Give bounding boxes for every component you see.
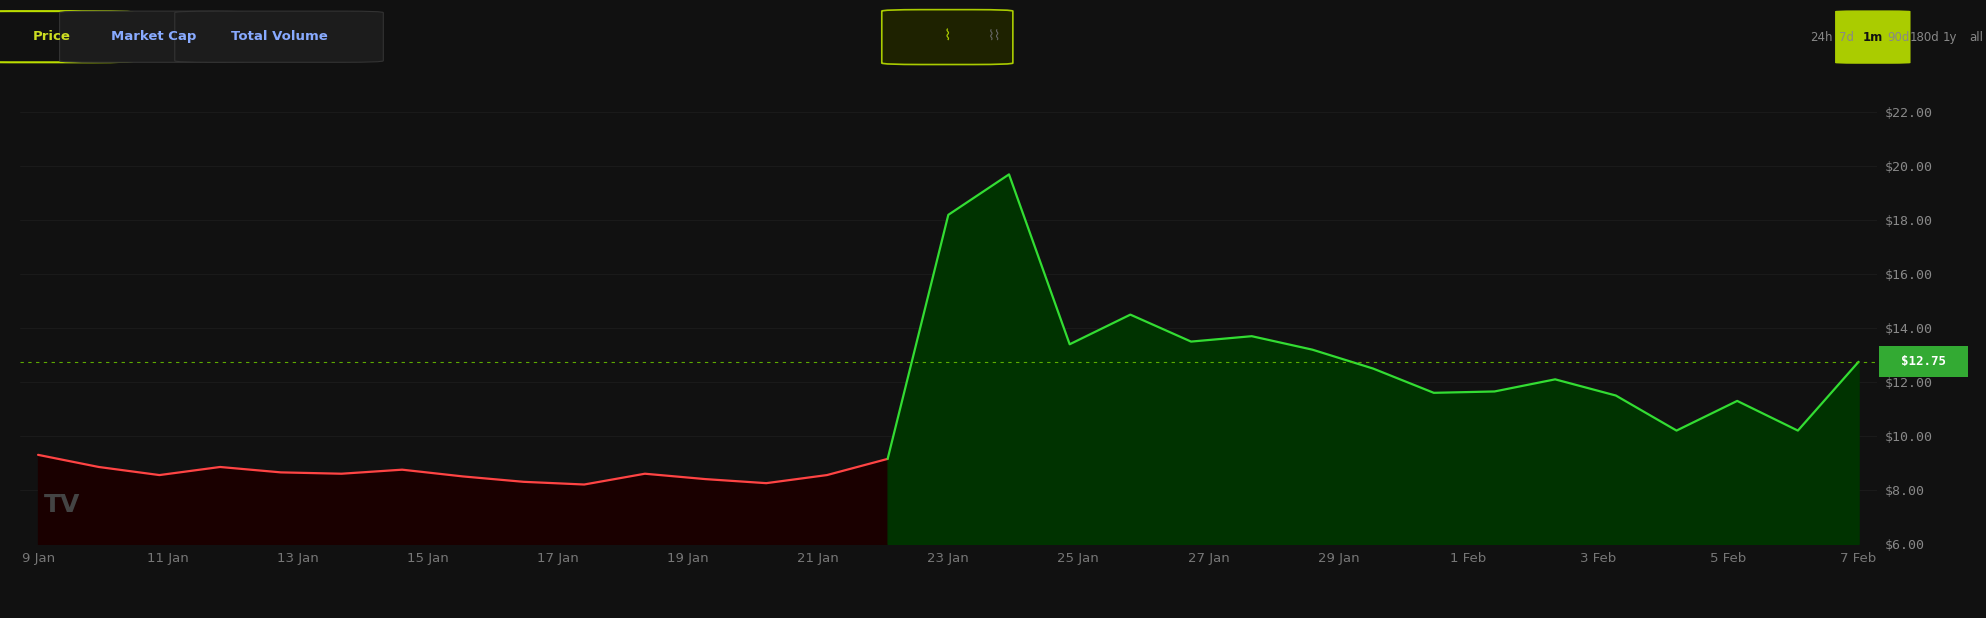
Text: Market Cap: Market Cap [111, 30, 197, 43]
Text: Total Volume: Total Volume [230, 30, 328, 43]
Text: 1y: 1y [1942, 30, 1958, 44]
FancyBboxPatch shape [175, 11, 383, 62]
Text: TV: TV [44, 493, 79, 517]
Text: 90d: 90d [1887, 30, 1911, 44]
Text: 1m: 1m [1863, 30, 1883, 44]
FancyBboxPatch shape [0, 11, 133, 62]
FancyBboxPatch shape [882, 10, 1013, 64]
Text: 180d: 180d [1911, 30, 1938, 44]
FancyBboxPatch shape [60, 11, 248, 62]
Text: Price: Price [32, 30, 71, 43]
Text: 7d: 7d [1839, 30, 1855, 44]
Text: $12.75: $12.75 [1901, 355, 1946, 368]
Text: ⌇: ⌇ [943, 28, 951, 43]
Text: 24h: 24h [1809, 30, 1833, 44]
Text: ⌇⌇: ⌇⌇ [989, 28, 1001, 43]
Text: all: all [1968, 30, 1984, 44]
FancyBboxPatch shape [1835, 11, 1911, 64]
